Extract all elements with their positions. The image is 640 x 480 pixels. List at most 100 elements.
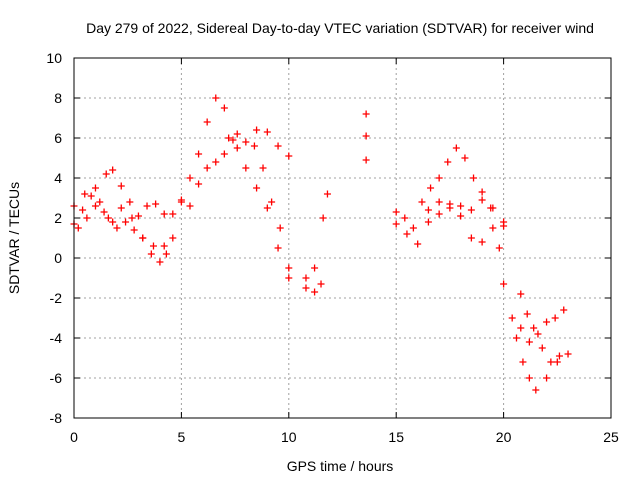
data-point: [87, 192, 95, 200]
y-tick-label: -8: [50, 410, 63, 426]
data-point: [253, 126, 261, 134]
data-point: [268, 198, 276, 206]
data-point: [186, 202, 194, 210]
series-track-2: [70, 192, 168, 250]
data-point: [555, 352, 563, 360]
y-tick-label: -2: [50, 290, 63, 306]
series-track-14: [424, 196, 508, 226]
data-point: [470, 174, 478, 182]
data-point: [362, 110, 370, 118]
data-point: [263, 128, 271, 136]
data-point: [553, 358, 561, 366]
data-point: [274, 142, 282, 150]
data-point: [489, 204, 497, 212]
y-tick-label: 4: [54, 170, 62, 186]
data-point: [100, 208, 108, 216]
data-point: [532, 386, 540, 394]
data-point: [212, 158, 220, 166]
data-point: [259, 164, 267, 172]
axes: 0 5 10 15 20 25 -8 -6 -4 -2 0 2 4 6 8 10: [46, 50, 619, 445]
data-point: [543, 318, 551, 326]
data-point: [177, 196, 185, 204]
data-point: [457, 212, 465, 220]
series-track-4: [169, 94, 233, 242]
data-point: [242, 138, 250, 146]
series-track-5: [169, 136, 237, 218]
chart-title: Day 279 of 2022, Sidereal Day-to-day VTE…: [86, 20, 594, 36]
series-track-9: [302, 190, 331, 296]
data-point: [302, 274, 310, 282]
series-track-3: [74, 198, 168, 232]
data-point: [525, 374, 533, 382]
series-track-16: [512, 334, 572, 394]
data-point: [317, 280, 325, 288]
data-point: [435, 198, 443, 206]
data-point: [250, 142, 258, 150]
data-point: [117, 204, 125, 212]
data-point: [229, 136, 237, 144]
data-point: [551, 314, 559, 322]
data-point: [534, 330, 542, 338]
series-track-8: [250, 142, 293, 272]
data-point: [160, 210, 168, 218]
x-tick-label: 25: [603, 429, 619, 445]
data-point: [81, 190, 89, 198]
data-point: [467, 234, 475, 242]
data-point: [203, 164, 211, 172]
data-point: [276, 224, 284, 232]
data-point: [233, 144, 241, 152]
data-point: [130, 226, 138, 234]
data-point: [392, 220, 400, 228]
data-point: [242, 164, 250, 172]
data-point: [401, 214, 409, 222]
data-point: [128, 214, 136, 222]
series-track-1: [70, 166, 170, 266]
data-point: [362, 156, 370, 164]
data-point: [96, 198, 104, 206]
y-tick-label: 2: [54, 210, 62, 226]
data-point: [424, 206, 432, 214]
data-point: [452, 144, 460, 152]
y-tick-label: 10: [46, 50, 62, 66]
data-point: [285, 274, 293, 282]
data-point: [512, 334, 520, 342]
data-point: [91, 184, 99, 192]
series-track-12: [392, 144, 508, 288]
x-tick-label: 0: [70, 429, 78, 445]
data-point: [126, 198, 134, 206]
data-point: [220, 104, 228, 112]
x-tick-label: 15: [388, 429, 404, 445]
y-tick-label: 8: [54, 90, 62, 106]
data-point: [139, 234, 147, 242]
data-point: [547, 358, 555, 366]
data-point: [109, 166, 117, 174]
data-point: [362, 132, 370, 140]
x-tick-label: 20: [496, 429, 512, 445]
data-point: [169, 210, 177, 218]
data-point: [147, 250, 155, 258]
x-tick-label: 10: [281, 429, 297, 445]
data-point: [495, 244, 503, 252]
data-point: [302, 284, 310, 292]
y-tick-label: -4: [50, 330, 63, 346]
data-point: [414, 240, 422, 248]
data-point: [263, 204, 271, 212]
data-point: [508, 314, 516, 322]
series-track-11: [362, 110, 370, 164]
data-point: [212, 94, 220, 102]
data-point: [403, 230, 411, 238]
data-point: [225, 134, 233, 142]
grid: [74, 58, 611, 418]
x-axis-label: GPS time / hours: [287, 458, 394, 474]
data-point: [560, 306, 568, 314]
data-point: [156, 258, 164, 266]
data-point: [489, 224, 497, 232]
data-point: [517, 324, 525, 332]
data-point: [500, 280, 508, 288]
data-point: [478, 188, 486, 196]
data-point: [478, 238, 486, 246]
x-tick-label: 5: [178, 429, 186, 445]
data-point: [285, 152, 293, 160]
data-point: [134, 212, 142, 220]
